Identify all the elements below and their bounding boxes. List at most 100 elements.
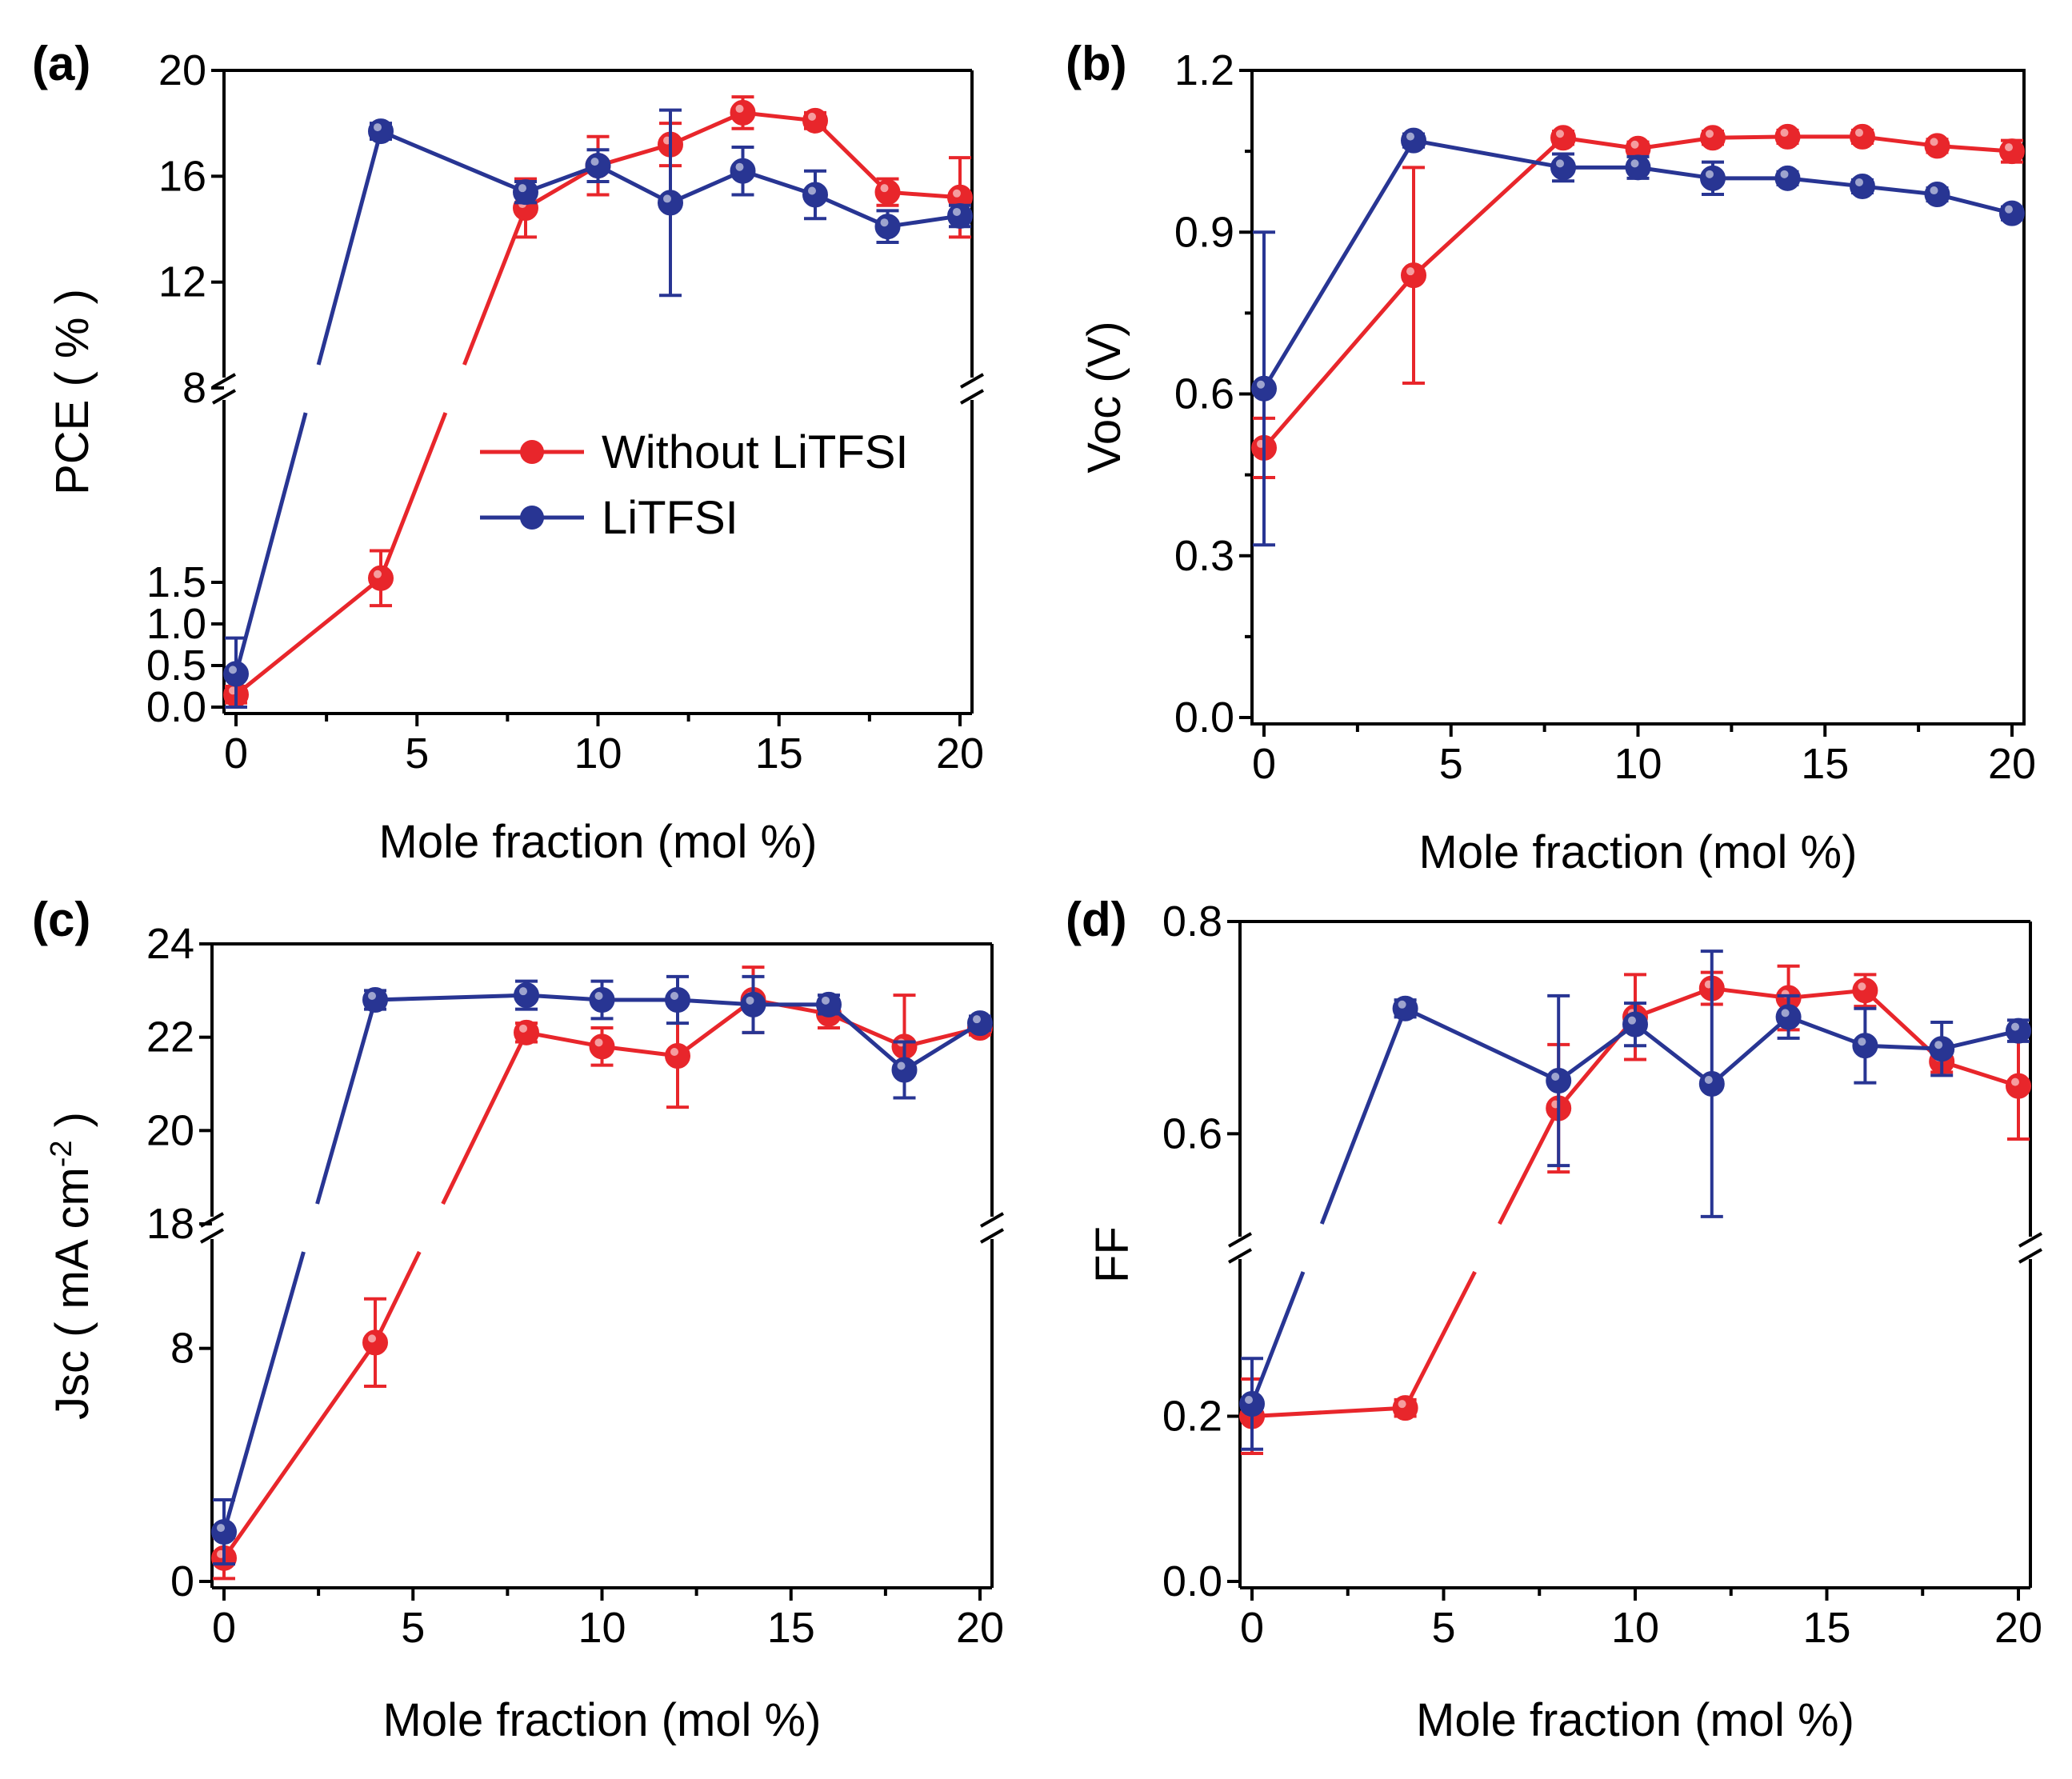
point-highlight — [1706, 130, 1714, 138]
point-highlight — [1780, 128, 1789, 137]
series-line — [222, 1251, 306, 1533]
point-highlight — [880, 184, 889, 193]
data-point — [730, 158, 756, 184]
series-line — [374, 993, 527, 1002]
x-tick-label: 5 — [405, 730, 429, 778]
panel-label: (a) — [32, 37, 90, 90]
point-highlight — [594, 1038, 603, 1047]
point-highlight — [1781, 1009, 1790, 1017]
series-line — [1711, 986, 1789, 1001]
axis-break-mark — [1228, 1232, 1252, 1248]
data-point — [2006, 1073, 2031, 1099]
point-highlight — [519, 987, 527, 996]
series-line — [222, 1341, 378, 1560]
data-point — [1239, 1391, 1265, 1417]
y-axis-label: Jsc ( mA cm-2 ) — [45, 1112, 98, 1420]
series-line — [1787, 1015, 1866, 1048]
series-line — [462, 207, 528, 366]
point-highlight — [2011, 1077, 2019, 1086]
y-tick-label: 1.5 — [146, 558, 206, 606]
x-tick-label: 20 — [1994, 1604, 2042, 1652]
point-highlight — [518, 184, 526, 193]
series-litfsi — [1251, 127, 2025, 547]
data-point — [816, 991, 842, 1017]
point-highlight — [519, 1024, 527, 1033]
point-highlight — [1704, 1075, 1713, 1084]
series-litfsi — [1239, 949, 2031, 1451]
series-line — [234, 576, 382, 697]
data-point — [1392, 995, 1418, 1021]
x-tick-label: 0 — [1240, 1604, 1264, 1652]
point-highlight — [374, 123, 382, 132]
legend-marker — [520, 506, 544, 530]
data-point — [589, 987, 615, 1013]
point-highlight — [1630, 140, 1639, 149]
series-line — [1557, 1022, 1637, 1083]
series-line — [1262, 139, 1416, 390]
point-highlight — [1930, 186, 1938, 195]
panel-label: (c) — [32, 893, 90, 946]
data-point — [665, 1043, 690, 1069]
data-point — [1401, 127, 1426, 154]
data-point — [514, 982, 539, 1009]
series-line — [753, 997, 830, 1016]
y-tick-label: 0 — [170, 1557, 194, 1605]
point-highlight — [670, 992, 678, 1000]
data-point — [1999, 138, 2025, 165]
series-line — [1319, 1007, 1407, 1225]
axis-break-mark — [980, 1228, 1004, 1244]
series-line — [316, 130, 383, 366]
x-tick-label: 0 — [1252, 740, 1276, 788]
series-line — [827, 1002, 906, 1072]
point-highlight — [1858, 982, 1866, 991]
series-line — [1262, 274, 1415, 450]
x-tick-label: 15 — [767, 1604, 815, 1652]
series-line — [380, 129, 526, 194]
data-point — [223, 661, 249, 687]
data-point — [2006, 1017, 2031, 1044]
series-line — [1250, 1271, 1306, 1405]
y-tick-label: 20 — [158, 46, 206, 94]
data-point — [874, 179, 901, 206]
x-tick-label: 0 — [224, 730, 248, 778]
data-point — [1251, 375, 1277, 402]
data-point — [1774, 123, 1801, 150]
series-line — [1936, 192, 2013, 216]
y-axis-label: Voc (V) — [1078, 321, 1130, 473]
legend: Without LiTFSI LiTFSI — [480, 426, 909, 544]
x-axis-label: Mole fraction (mol %) — [1419, 826, 1858, 878]
point-highlight — [368, 992, 376, 1000]
data-point — [1401, 262, 1426, 289]
series-line — [441, 1031, 529, 1205]
series-line — [315, 999, 378, 1205]
point-highlight — [808, 112, 816, 121]
x-tick-label: 15 — [1802, 1604, 1850, 1652]
series-without-litfsi — [211, 965, 993, 1581]
series-line — [814, 193, 889, 229]
point-highlight — [1930, 138, 1938, 146]
data-point — [740, 991, 766, 1017]
data-point — [1924, 182, 1950, 208]
data-point — [1622, 1011, 1648, 1037]
data-point — [1625, 154, 1651, 181]
data-point — [514, 1019, 539, 1045]
y-tick-label: 16 — [158, 152, 206, 200]
axis-break-mark — [1228, 1248, 1252, 1264]
panel-b: 0 5 10 15 20 0.0 0.3 0.6 0.9 1.2 (b) Mole fraction … — [1066, 37, 2036, 878]
point-highlight — [1556, 159, 1564, 168]
data-point — [1850, 123, 1875, 150]
point-highlight — [735, 104, 744, 113]
point-highlight — [1556, 130, 1564, 138]
point-highlight — [1257, 380, 1265, 389]
series-line — [1251, 1405, 1406, 1418]
series-line — [1788, 988, 1866, 1001]
y-tick-label: 0.8 — [1162, 897, 1222, 945]
series-line — [526, 1030, 602, 1049]
data-point — [967, 1010, 993, 1037]
point-highlight — [1398, 1000, 1406, 1009]
panel-a: 0 5 10 15 20 0.00.51.01.5 8 12 16 20 (a) Mole fract… — [32, 37, 984, 868]
y-tick-label: 0.9 — [1174, 208, 1234, 256]
series-line — [1413, 138, 1564, 170]
y-tick-label: 8 — [182, 364, 206, 412]
x-tick-label: 10 — [1611, 1604, 1659, 1652]
